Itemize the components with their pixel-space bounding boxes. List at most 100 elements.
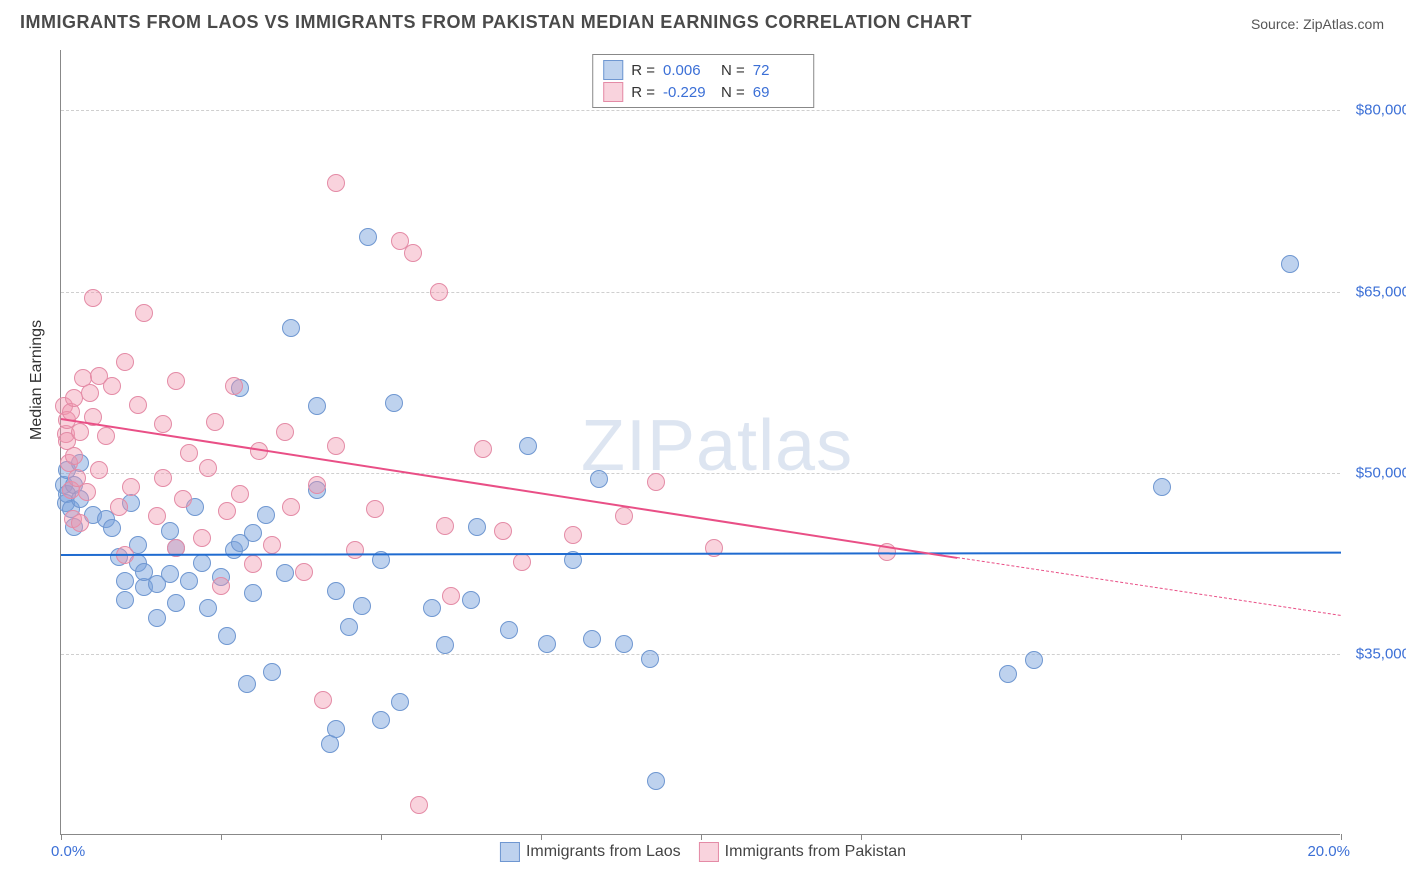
source-value: ZipAtlas.com — [1303, 16, 1384, 32]
data-point-laos — [167, 594, 185, 612]
watermark: ZIPatlas — [581, 405, 853, 487]
data-point-laos — [257, 506, 275, 524]
trend-line — [61, 551, 1341, 555]
xtick-mark — [61, 834, 62, 840]
trend-line — [957, 557, 1341, 616]
data-point-laos — [468, 518, 486, 536]
chart-title: IMMIGRANTS FROM LAOS VS IMMIGRANTS FROM … — [20, 12, 972, 33]
data-point-laos — [1153, 478, 1171, 496]
data-point-pakistan — [218, 502, 236, 520]
data-point-pakistan — [366, 500, 384, 518]
xtick-label-max: 20.0% — [1307, 843, 1350, 860]
data-point-pakistan — [513, 553, 531, 571]
gridline — [61, 292, 1340, 293]
data-point-laos — [238, 675, 256, 693]
data-point-pakistan — [346, 541, 364, 559]
data-point-pakistan — [647, 473, 665, 491]
data-point-laos — [340, 618, 358, 636]
series-legend: Immigrants from Laos Immigrants from Pak… — [500, 842, 906, 862]
data-point-laos — [103, 519, 121, 537]
xtick-mark — [541, 834, 542, 840]
data-point-pakistan — [442, 587, 460, 605]
legend-swatch-laos — [500, 842, 520, 862]
xtick-mark — [861, 834, 862, 840]
ytick-label: $80,000 — [1345, 102, 1406, 119]
data-point-laos — [327, 582, 345, 600]
ytick-label: $50,000 — [1345, 464, 1406, 481]
legend-swatch-pakistan — [699, 842, 719, 862]
xtick-mark — [1021, 834, 1022, 840]
swatch-pakistan — [603, 82, 623, 102]
data-point-pakistan — [474, 440, 492, 458]
data-point-pakistan — [276, 423, 294, 441]
data-point-laos — [308, 397, 326, 415]
xtick-mark — [1181, 834, 1182, 840]
data-point-pakistan — [282, 498, 300, 516]
data-point-laos — [116, 572, 134, 590]
data-point-laos — [244, 524, 262, 542]
data-point-pakistan — [436, 517, 454, 535]
data-point-laos — [1281, 255, 1299, 273]
data-point-pakistan — [129, 396, 147, 414]
data-point-pakistan — [154, 469, 172, 487]
data-point-pakistan — [78, 483, 96, 501]
data-point-pakistan — [327, 437, 345, 455]
n-value-laos: 72 — [753, 62, 803, 79]
data-point-pakistan — [167, 372, 185, 390]
data-point-pakistan — [65, 447, 83, 465]
xtick-mark — [221, 834, 222, 840]
data-point-pakistan — [231, 485, 249, 503]
data-point-pakistan — [154, 415, 172, 433]
gridline — [61, 473, 1340, 474]
data-point-pakistan — [84, 289, 102, 307]
data-point-laos — [423, 599, 441, 617]
data-point-pakistan — [199, 459, 217, 477]
data-point-laos — [1025, 651, 1043, 669]
data-point-pakistan — [212, 577, 230, 595]
data-point-pakistan — [295, 563, 313, 581]
data-point-pakistan — [564, 526, 582, 544]
plot-area: ZIPatlas $35,000$50,000$65,000$80,0000.0… — [60, 50, 1340, 835]
xtick-mark — [701, 834, 702, 840]
legend-label-pakistan: Immigrants from Pakistan — [725, 843, 906, 861]
source-label: Source: — [1251, 16, 1299, 32]
n-value-pakistan: 69 — [753, 84, 803, 101]
y-axis-label: Median Earnings — [28, 320, 46, 440]
data-point-laos — [590, 470, 608, 488]
data-point-laos — [999, 665, 1017, 683]
data-point-pakistan — [404, 244, 422, 262]
swatch-laos — [603, 60, 623, 80]
data-point-laos — [519, 437, 537, 455]
data-point-laos — [161, 522, 179, 540]
stats-legend: R = 0.006 N = 72 R = -0.229 N = 69 — [592, 54, 814, 108]
data-point-pakistan — [81, 384, 99, 402]
ytick-label: $65,000 — [1345, 283, 1406, 300]
gridline — [61, 110, 1340, 111]
n-label: N = — [721, 62, 745, 79]
data-point-laos — [263, 663, 281, 681]
data-point-pakistan — [71, 423, 89, 441]
data-point-laos — [244, 584, 262, 602]
data-point-laos — [385, 394, 403, 412]
data-point-laos — [647, 772, 665, 790]
data-point-pakistan — [494, 522, 512, 540]
r-value-laos: 0.006 — [663, 62, 713, 79]
xtick-label-min: 0.0% — [51, 843, 85, 860]
data-point-laos — [359, 228, 377, 246]
data-point-pakistan — [103, 377, 121, 395]
legend-item-laos: Immigrants from Laos — [500, 842, 681, 862]
data-point-pakistan — [180, 444, 198, 462]
data-point-pakistan — [327, 174, 345, 192]
xtick-mark — [381, 834, 382, 840]
data-point-pakistan — [410, 796, 428, 814]
data-point-laos — [353, 597, 371, 615]
data-point-pakistan — [308, 476, 326, 494]
data-point-pakistan — [615, 507, 633, 525]
r-label: R = — [631, 62, 655, 79]
data-point-laos — [218, 627, 236, 645]
data-point-laos — [282, 319, 300, 337]
data-point-laos — [583, 630, 601, 648]
data-point-pakistan — [116, 353, 134, 371]
ytick-label: $35,000 — [1345, 645, 1406, 662]
data-point-laos — [538, 635, 556, 653]
